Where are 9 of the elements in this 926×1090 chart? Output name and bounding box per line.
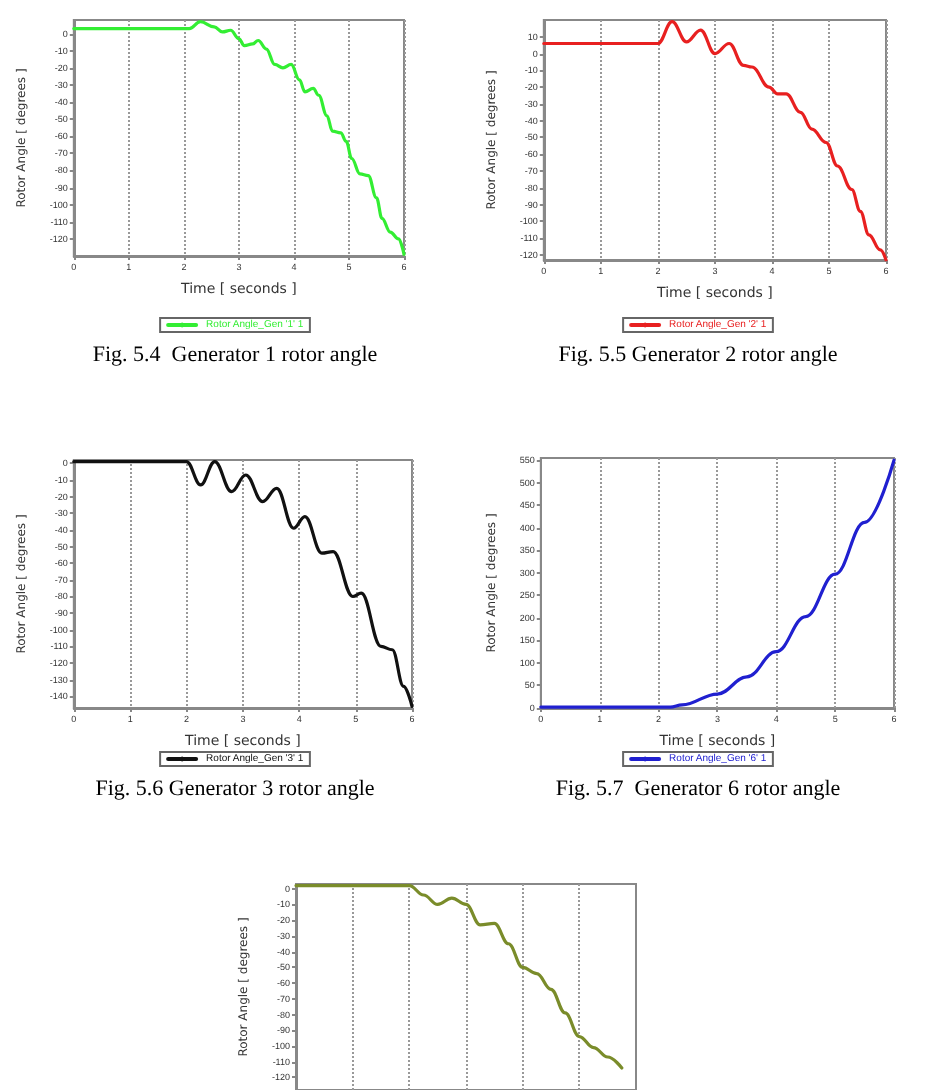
line-series bbox=[539, 458, 896, 709]
text: Fig. 5.5 Generator 2 rotor angle bbox=[558, 343, 838, 367]
text: Fig. 5.6 Generator 3 rotor angle bbox=[95, 777, 375, 801]
line-series bbox=[294, 883, 624, 1070]
text: Fig. 5.4 Generator 1 rotor angle bbox=[92, 343, 378, 367]
line-series bbox=[72, 460, 414, 708]
text: Fig. 5.7 Generator 6 rotor angle bbox=[555, 777, 841, 801]
line-series bbox=[72, 20, 406, 256]
line-series bbox=[542, 20, 888, 262]
